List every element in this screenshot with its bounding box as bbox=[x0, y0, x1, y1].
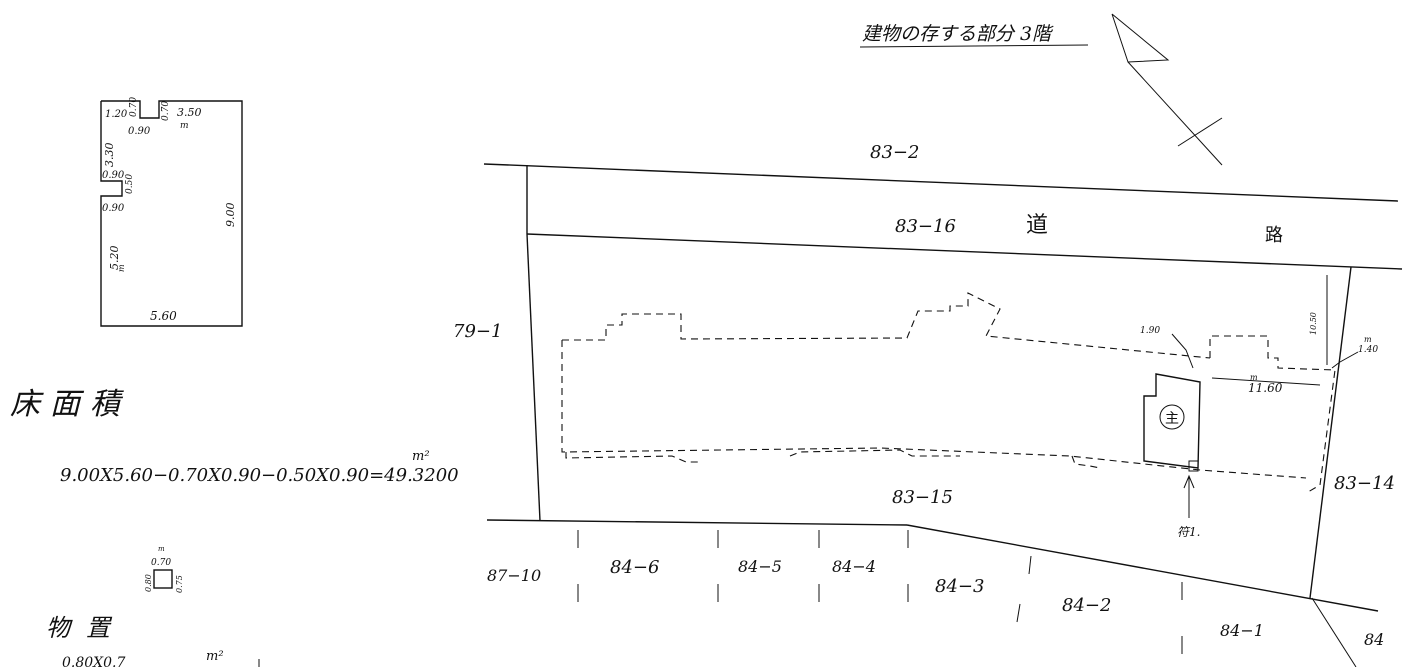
lot-84-6: 84−6 bbox=[610, 557, 659, 578]
drawing-title: 建物の存する部分 3階 bbox=[862, 23, 1054, 45]
dim-11-60-unit: m bbox=[1250, 373, 1258, 382]
fp-dim-3-50: 3.50 bbox=[177, 106, 202, 119]
area-formula: 9.00X5.60−0.70X0.90−0.50X0.90=49.3200 bbox=[60, 465, 459, 486]
fp-dim-0-70-a: 0.70 bbox=[129, 97, 139, 117]
dim-1-40: 1.40 bbox=[1358, 345, 1378, 355]
fp-dim-5-60: 5.60 bbox=[150, 309, 177, 323]
dim-1-40-unit: m bbox=[1364, 335, 1372, 344]
fp-dim-0-90-b: 0.90 bbox=[102, 170, 125, 181]
storage-unit: m² bbox=[206, 649, 224, 664]
road-char-2: 路 bbox=[1265, 225, 1283, 246]
area-heading: 床面積 bbox=[10, 387, 130, 422]
fp-dim-0-90-c: 0.90 bbox=[102, 203, 125, 214]
lot-84-1: 84−1 bbox=[1220, 621, 1264, 640]
north-arrow bbox=[1111, 13, 1223, 166]
fp-dim-0-50: 0.50 bbox=[125, 174, 135, 194]
lot-83-14: 83−14 bbox=[1334, 473, 1395, 494]
lot-84-5: 84−5 bbox=[738, 557, 782, 576]
dim-11-60: 11.60 bbox=[1248, 381, 1283, 395]
lot-79-1: 79−1 bbox=[453, 321, 502, 342]
lot-83-15: 83−15 bbox=[892, 487, 953, 508]
floor-plan: 1.20 0.70 0.70 3.50 m 0.90 3.30 0.90 0.5… bbox=[100, 97, 243, 327]
storage-dim-0-80: 0.80 bbox=[144, 574, 153, 592]
fp-dim-0-70-b: 0.70 bbox=[161, 101, 171, 121]
fp-dim-1-20: 1.20 bbox=[105, 109, 128, 120]
storage-unit-m: m bbox=[158, 545, 165, 553]
lot-84-3: 84−3 bbox=[935, 576, 984, 597]
area-unit: m² bbox=[412, 449, 430, 464]
lot-84: 84 bbox=[1364, 630, 1384, 649]
lot-83-16: 83−16 bbox=[895, 216, 956, 237]
fp-unit-m-a: m bbox=[180, 121, 189, 131]
lot-84-2: 84−2 bbox=[1062, 595, 1111, 616]
storage-dim-0-70: 0.70 bbox=[151, 558, 171, 568]
storage-plan: m 0.70 0.80 0.75 bbox=[144, 545, 184, 593]
building-mark: 主 bbox=[1165, 411, 1179, 427]
fp-unit-m-b: m bbox=[117, 264, 126, 272]
storage-dim-0-75: 0.75 bbox=[175, 575, 184, 593]
fp-dim-3-30: 3.30 bbox=[103, 143, 116, 168]
reference-label: 符1. bbox=[1177, 525, 1200, 539]
storage-formula: 0.80X0.7 bbox=[62, 655, 125, 667]
road-char-1: 道 bbox=[1026, 213, 1048, 238]
title-underline bbox=[859, 44, 1089, 48]
site-plan: 主 符1. 1.90 11.60 m 10.50 1.40 m 道 路 83−2… bbox=[453, 142, 1403, 667]
fp-dim-9-00: 9.00 bbox=[224, 203, 237, 228]
lot-87-10: 87−10 bbox=[487, 566, 541, 585]
fp-dim-0-90-a: 0.90 bbox=[128, 126, 151, 137]
storage-heading: 物置 bbox=[46, 614, 126, 642]
lot-84-4: 84−4 bbox=[832, 557, 876, 576]
dim-1-90: 1.90 bbox=[1140, 326, 1160, 336]
lot-83-2: 83−2 bbox=[870, 142, 919, 163]
fp-dim-5-20: 5.20 bbox=[108, 246, 121, 271]
dim-10-50: 10.50 bbox=[1309, 312, 1318, 335]
